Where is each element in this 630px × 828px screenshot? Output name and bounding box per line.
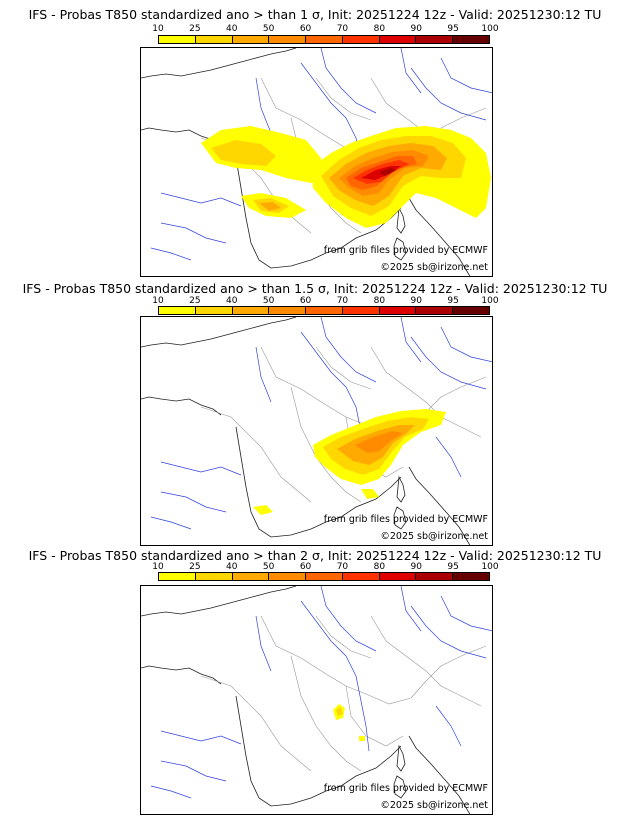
colorbar-segment	[416, 307, 454, 314]
probability-contours	[201, 126, 491, 228]
source-credit: from grib files provided by ECMWF	[323, 245, 488, 256]
map-frame: from grib files provided by ECMWF ©2025 …	[140, 585, 493, 815]
colorbar-tick-label: 90	[410, 296, 422, 306]
colorbar-segment	[453, 36, 490, 43]
colorbar-segment	[342, 36, 380, 43]
colorbar-tick-label: 95	[447, 24, 459, 34]
colorbar-tick-label: 100	[481, 296, 499, 306]
colorbar-segment	[306, 36, 343, 43]
colorbar-segment	[342, 573, 380, 580]
coastline	[141, 48, 471, 276]
colorbar-segment	[159, 573, 196, 580]
copyright-credit: ©2025 sb@irizone.net	[380, 800, 488, 811]
colorbar-tick-label: 100	[481, 562, 499, 572]
colorbar-tick-label: 25	[189, 24, 201, 34]
colorbar-tick-label: 10	[152, 24, 164, 34]
colorbar-segment	[416, 573, 454, 580]
colorbar-segment	[453, 573, 490, 580]
colorbar-tick-label: 10	[152, 296, 164, 306]
map-frame: from grib files provided by ECMWF ©2025 …	[140, 47, 493, 277]
map-frame: from grib files provided by ECMWF ©2025 …	[140, 316, 493, 546]
panel-3: IFS - Probas T850 standardized ano > tha…	[0, 548, 630, 828]
colorbar-tick-label: 25	[189, 562, 201, 572]
colorbar-ticks: 10 25 40 50 60 70 80 90 95 100	[140, 562, 510, 572]
colorbar-tick-label: 95	[447, 296, 459, 306]
colorbar	[158, 35, 490, 44]
colorbar-segment	[269, 36, 307, 43]
colorbar-segment	[306, 573, 343, 580]
colorbar-ticks: 10 25 40 50 60 70 80 90 95 100	[140, 24, 510, 34]
coastline	[141, 317, 471, 545]
colorbar-segment	[232, 307, 270, 314]
colorbar	[158, 306, 490, 315]
probability-contours	[253, 409, 446, 515]
colorbar-tick-label: 100	[481, 24, 499, 34]
colorbar-segment	[379, 573, 417, 580]
colorbar-tick-label: 60	[299, 562, 312, 572]
colorbar-tick-label: 80	[373, 562, 386, 572]
source-credit: from grib files provided by ECMWF	[323, 514, 488, 525]
copyright-credit: ©2025 sb@irizone.net	[380, 531, 488, 542]
colorbar-tick-label: 25	[189, 296, 201, 306]
colorbar-segment	[306, 307, 343, 314]
colorbar-tick-label: 80	[373, 24, 386, 34]
colorbar-segment	[159, 36, 196, 43]
colorbar-segment	[379, 36, 417, 43]
colorbar-tick-label: 80	[373, 296, 386, 306]
colorbar-tick-label: 40	[226, 24, 238, 34]
borders	[200, 615, 487, 772]
colorbar-tick-label: 10	[152, 562, 164, 572]
colorbar-segment	[232, 36, 270, 43]
colorbar-tick-label: 60	[299, 296, 312, 306]
colorbar-segment	[232, 573, 270, 580]
colorbar-tick-label: 40	[226, 296, 238, 306]
colorbar-segment	[416, 36, 454, 43]
colorbar-tick-label: 50	[262, 562, 275, 572]
colorbar-segment	[195, 36, 233, 43]
colorbar-tick-label: 90	[410, 24, 422, 34]
panel-2: IFS - Probas T850 standardized ano > tha…	[0, 276, 630, 548]
rivers	[150, 586, 492, 799]
colorbar-segment	[269, 573, 307, 580]
colorbar-tick-label: 50	[262, 24, 275, 34]
panel-title: IFS - Probas T850 standardized ano > tha…	[22, 281, 608, 296]
colorbar-segment	[195, 307, 233, 314]
panel-1: IFS - Probas T850 standardized ano > tha…	[0, 0, 630, 277]
copyright-credit: ©2025 sb@irizone.net	[380, 262, 488, 273]
colorbar-tick-label: 40	[226, 562, 238, 572]
colorbar-segment	[159, 307, 196, 314]
probability-contours	[333, 704, 365, 741]
colorbar-ticks: 10 25 40 50 60 70 80 90 95 100	[140, 296, 510, 306]
panel-title: IFS - Probas T850 standardized ano > tha…	[28, 7, 602, 22]
colorbar	[158, 572, 490, 581]
colorbar-tick-label: 95	[447, 562, 459, 572]
colorbar-tick-label: 70	[336, 562, 349, 572]
colorbar-tick-label: 90	[410, 562, 422, 572]
source-credit: from grib files provided by ECMWF	[323, 783, 488, 794]
colorbar-segment	[342, 307, 380, 314]
panel-title: IFS - Probas T850 standardized ano > tha…	[28, 548, 602, 563]
colorbar-tick-label: 60	[299, 24, 312, 34]
coastline	[141, 586, 471, 814]
colorbar-segment	[379, 307, 417, 314]
colorbar-segment	[269, 307, 307, 314]
colorbar-tick-label: 70	[336, 296, 349, 306]
colorbar-tick-label: 70	[336, 24, 349, 34]
colorbar-segment	[453, 307, 490, 314]
colorbar-tick-label: 50	[262, 296, 275, 306]
colorbar-segment	[195, 573, 233, 580]
